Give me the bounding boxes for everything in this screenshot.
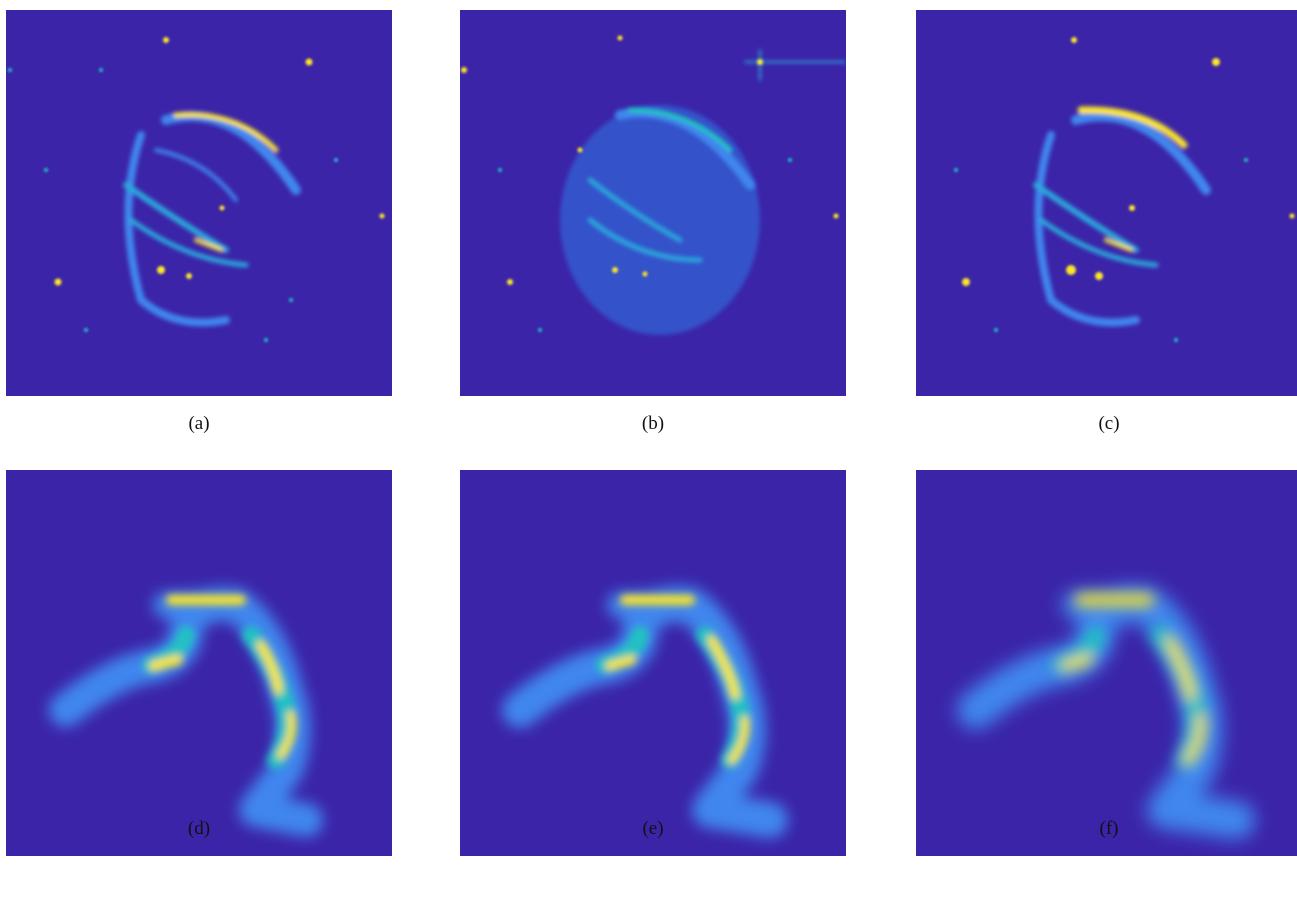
image-panel-a bbox=[6, 10, 392, 396]
image-panel-f bbox=[916, 470, 1297, 856]
radio-image-c bbox=[916, 10, 1297, 396]
caption-a: (a) bbox=[188, 413, 210, 434]
caption-c: (c) bbox=[1098, 413, 1120, 434]
image-panel-d bbox=[6, 470, 392, 856]
image-panel-e bbox=[460, 470, 846, 856]
image-panel-b bbox=[460, 10, 846, 396]
emission-image-e bbox=[460, 470, 846, 856]
caption-d: (d) bbox=[187, 818, 211, 839]
radio-image-b bbox=[460, 10, 846, 396]
emission-image-d bbox=[6, 470, 392, 856]
emission-image-f bbox=[916, 470, 1297, 856]
caption-e: (e) bbox=[642, 818, 664, 839]
caption-f: (f) bbox=[1099, 818, 1119, 839]
radio-image-a bbox=[6, 10, 392, 396]
image-panel-c bbox=[916, 10, 1297, 396]
caption-b: (b) bbox=[641, 413, 665, 434]
